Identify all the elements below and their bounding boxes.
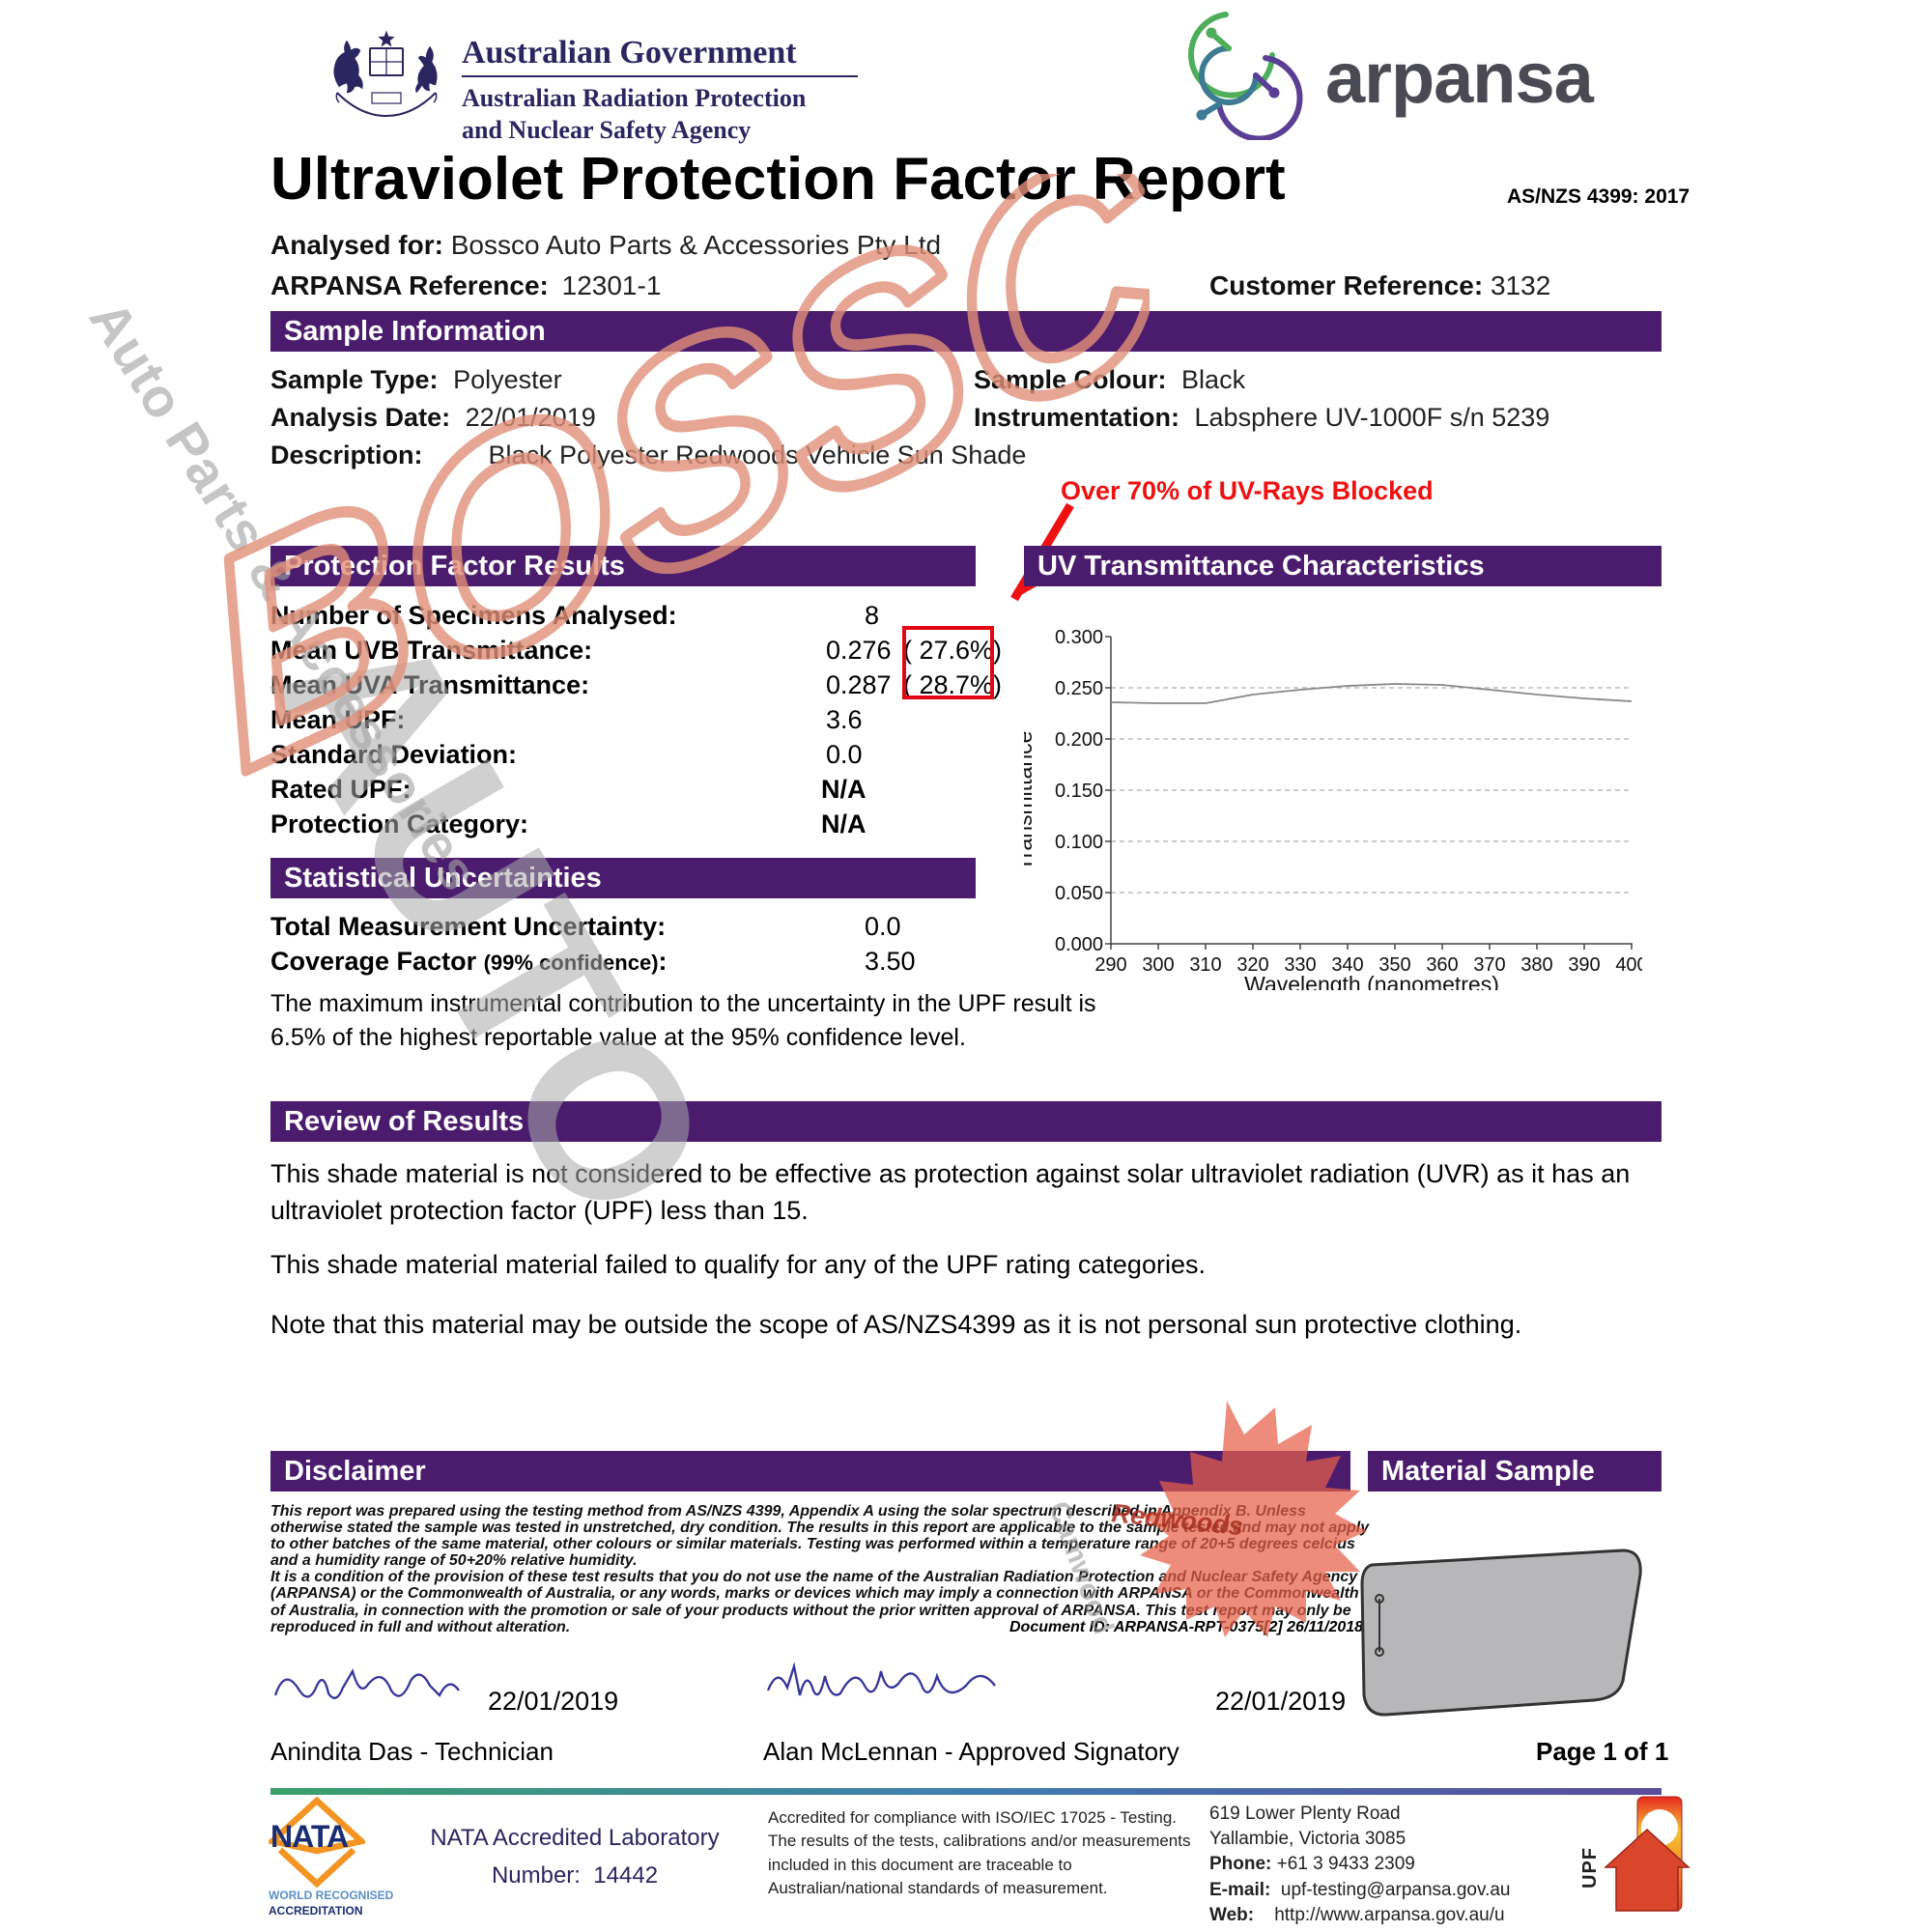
svg-text:300: 300 xyxy=(1142,954,1174,976)
svg-text:Transmittance: Transmittance xyxy=(1024,731,1037,871)
svg-text:0.050: 0.050 xyxy=(1055,883,1103,904)
svg-text:0.150: 0.150 xyxy=(1055,781,1103,802)
svg-text:390: 390 xyxy=(1568,954,1600,976)
svg-text:400: 400 xyxy=(1615,954,1642,976)
svg-text:0.250: 0.250 xyxy=(1055,678,1103,699)
svg-text:0.100: 0.100 xyxy=(1055,832,1103,853)
svg-text:NATA: NATA xyxy=(270,1819,349,1854)
svg-text:0.300: 0.300 xyxy=(1055,627,1103,648)
svg-text:310: 310 xyxy=(1189,954,1221,976)
svg-text:0.000: 0.000 xyxy=(1055,934,1103,955)
svg-text:380: 380 xyxy=(1520,954,1552,976)
svg-text:290: 290 xyxy=(1094,954,1126,976)
svg-text:Wavelength (nanometres): Wavelength (nanometres) xyxy=(1244,972,1499,990)
svg-text:0.200: 0.200 xyxy=(1055,729,1103,751)
